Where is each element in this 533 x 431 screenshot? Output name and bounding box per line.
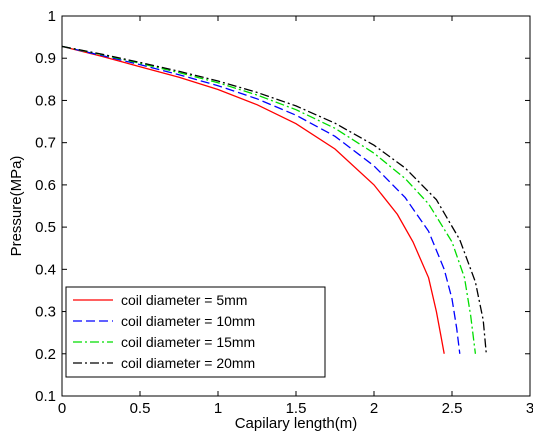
x-tick-label: 2 <box>370 400 378 417</box>
x-tick-label: 0.5 <box>130 400 151 417</box>
series-line-2 <box>61 45 461 354</box>
legend: coil diameter = 5mm coil diameter = 10mm c… <box>65 286 326 378</box>
y-axis-title: Pressure(MPa) <box>8 156 25 257</box>
x-tick-label: 2.5 <box>442 400 463 417</box>
y-tick-label: 0.3 <box>35 304 56 321</box>
x-tick-label: 1 <box>214 400 222 417</box>
y-tick-label: 0.2 <box>35 346 56 363</box>
legend-label-1: coil diameter = 5mm <box>121 292 247 308</box>
legend-label-3: coil diameter = 15mm <box>121 334 255 350</box>
y-tick-label: 0.7 <box>35 135 56 152</box>
y-tick-label: 0.9 <box>35 50 56 67</box>
series-line-4 <box>61 45 487 354</box>
legend-label-2: coil diameter = 10mm <box>121 313 255 329</box>
y-tick-label: 0.4 <box>35 261 56 278</box>
series-layer <box>61 45 487 354</box>
legend-label-4: coil diameter = 20mm <box>121 355 255 371</box>
y-tick-label: 0.5 <box>35 219 56 236</box>
x-tick-label: 0 <box>58 400 66 417</box>
y-tick-label: 0.8 <box>35 92 56 109</box>
tick-layer: 0 0.5 1 1.5 2 2.5 3 0.1 0.2 0.3 0.4 0.5 0.6 0.7 0.8 0.9… <box>35 8 533 417</box>
x-axis-title: Capilary length(m) <box>235 415 358 431</box>
y-tick-label: 0.1 <box>35 388 56 405</box>
x-tick-label: 3 <box>526 400 533 417</box>
y-tick-label: 1 <box>48 8 56 25</box>
series-line-1 <box>61 45 445 354</box>
series-line-3 <box>61 45 477 354</box>
y-tick-label: 0.6 <box>35 177 56 194</box>
x-tick-label: 1.5 <box>286 400 307 417</box>
legend-box <box>65 286 326 378</box>
